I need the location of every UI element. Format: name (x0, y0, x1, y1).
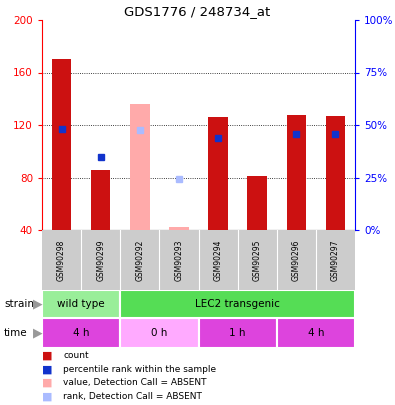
Text: LEC2 transgenic: LEC2 transgenic (195, 299, 280, 309)
Bar (42, 290, 120, 318)
Text: GSM90296: GSM90296 (292, 239, 301, 281)
Bar (42, 318, 120, 348)
Text: ▶: ▶ (33, 298, 42, 311)
Text: rank, Detection Call = ABSENT: rank, Detection Call = ABSENT (63, 392, 202, 401)
Bar (208, 117, 228, 230)
Text: percentile rank within the sample: percentile rank within the sample (63, 365, 216, 374)
Text: GSM90297: GSM90297 (331, 239, 340, 281)
Text: 1 h: 1 h (229, 328, 246, 338)
Text: GSM90294: GSM90294 (214, 239, 222, 281)
Text: time: time (4, 328, 28, 338)
Text: strain: strain (4, 299, 34, 309)
Text: 0 h: 0 h (151, 328, 167, 338)
Text: ▶: ▶ (33, 326, 42, 339)
Bar (91, 170, 111, 230)
Text: GSM90292: GSM90292 (135, 239, 144, 281)
Text: GSM90298: GSM90298 (57, 239, 66, 281)
Text: GDS1776 / 248734_at: GDS1776 / 248734_at (124, 5, 271, 18)
Bar (52, 60, 71, 230)
Text: GSM90299: GSM90299 (96, 239, 105, 281)
Text: 4 h: 4 h (308, 328, 324, 338)
Text: value, Detection Call = ABSENT: value, Detection Call = ABSENT (63, 378, 207, 387)
Text: count: count (63, 352, 89, 360)
Text: ■: ■ (42, 391, 53, 401)
Text: wild type: wild type (57, 299, 105, 309)
Text: 4 h: 4 h (73, 328, 89, 338)
Text: GSM90293: GSM90293 (175, 239, 183, 281)
Bar (277, 318, 355, 348)
Bar (286, 115, 306, 230)
Text: ■: ■ (42, 351, 53, 361)
Text: GSM90295: GSM90295 (253, 239, 261, 281)
Bar (120, 290, 355, 318)
Bar (199, 318, 277, 348)
Text: ■: ■ (42, 378, 53, 388)
Text: ■: ■ (42, 364, 53, 375)
Bar (247, 176, 267, 230)
Bar (120, 318, 199, 348)
Bar (169, 227, 189, 230)
Bar (130, 104, 150, 230)
Bar (325, 116, 345, 230)
